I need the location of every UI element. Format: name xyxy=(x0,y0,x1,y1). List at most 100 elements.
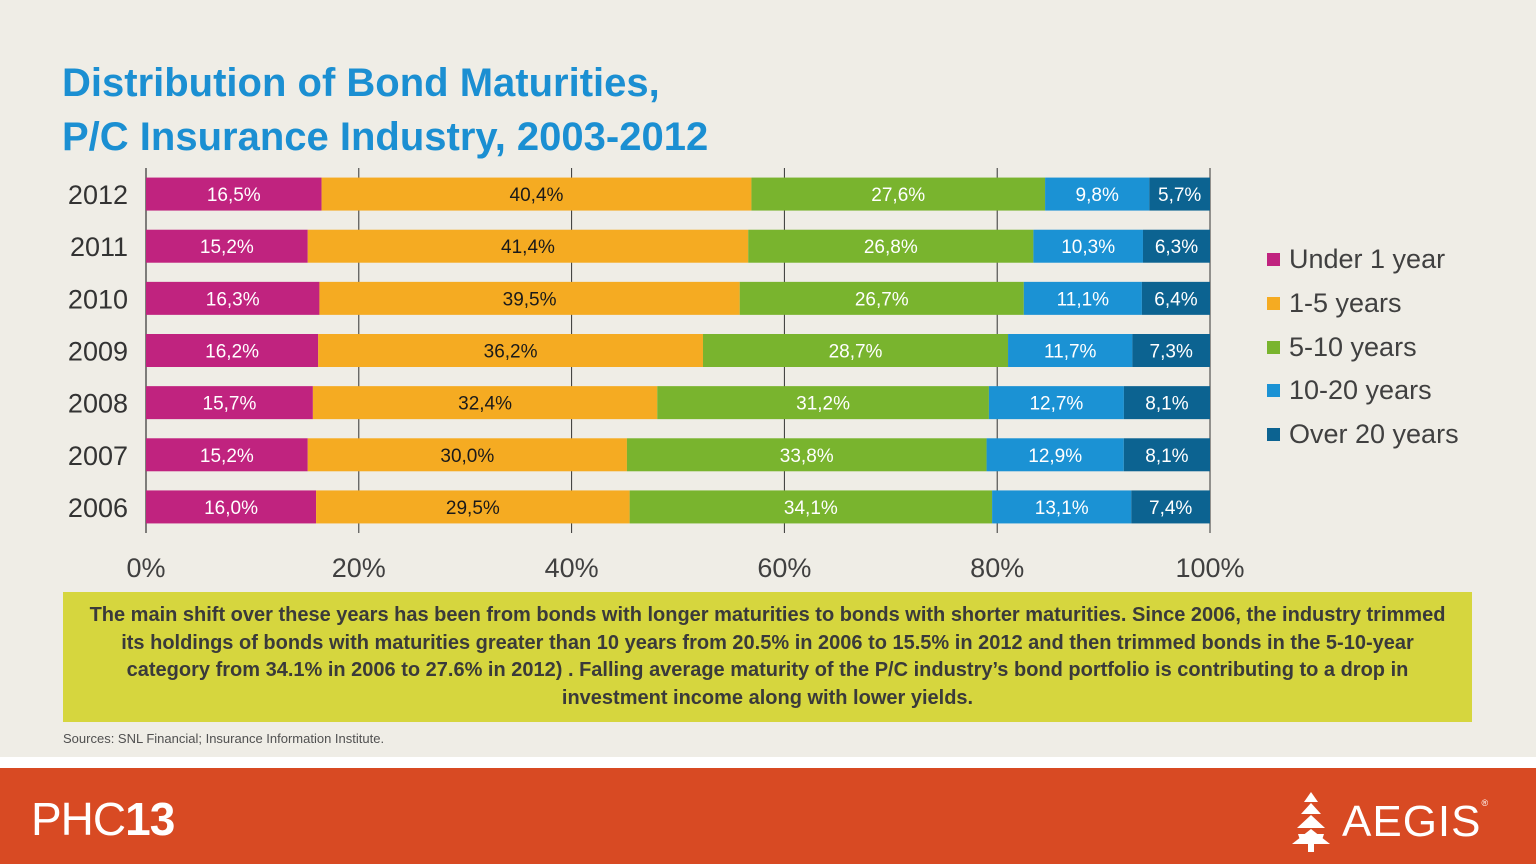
data-label: 8,1% xyxy=(1145,394,1188,415)
bar-segment xyxy=(318,334,703,367)
bar-segment xyxy=(751,177,1046,211)
bar-segment xyxy=(1123,438,1210,472)
title-line-1: Distribution of Bond Maturities, xyxy=(62,61,660,105)
bar-segment xyxy=(1131,490,1210,524)
data-label: 27,6% xyxy=(871,185,925,206)
bar-segment xyxy=(992,490,1132,524)
bar-segment xyxy=(146,229,308,263)
title-line-2: P/C Insurance Industry, 2003-2012 xyxy=(62,115,709,159)
x-tick-label: 40% xyxy=(545,553,599,583)
y-tick-label: 2012 xyxy=(68,180,128,210)
footer-bar xyxy=(0,768,1536,864)
bar-segment xyxy=(988,386,1124,420)
legend-label: Over 20 years xyxy=(1289,419,1459,450)
bar-segment xyxy=(146,281,320,315)
legend-label: Under 1 year xyxy=(1289,244,1446,275)
bar-segment xyxy=(629,490,993,524)
bar-segment xyxy=(146,177,322,211)
bar-segment xyxy=(1008,334,1133,367)
bar-segment xyxy=(986,438,1124,472)
data-label: 8,1% xyxy=(1145,446,1188,467)
legend-item: 10-20 years xyxy=(1267,369,1459,413)
data-label: 32,4% xyxy=(458,394,512,415)
y-tick-label: 2008 xyxy=(68,389,128,419)
aegis-tree-icon xyxy=(1292,792,1330,852)
legend-swatch xyxy=(1267,384,1280,398)
bar-segment xyxy=(1141,281,1210,315)
bar-segment xyxy=(146,438,308,472)
data-label: 26,7% xyxy=(855,289,909,310)
bar-segment xyxy=(307,438,627,472)
x-tick-label: 20% xyxy=(332,553,386,583)
y-tick-label: 2010 xyxy=(68,284,128,314)
bar-segment xyxy=(146,334,319,367)
y-tick-label: 2006 xyxy=(68,493,128,523)
data-label: 29,5% xyxy=(446,498,500,519)
bar-segment xyxy=(626,438,987,472)
legend-item: Under 1 year xyxy=(1267,238,1459,282)
bar-segment xyxy=(748,229,1034,263)
logo-text-light: PHC xyxy=(31,793,126,845)
phc13-logo: PHC13 xyxy=(31,792,175,846)
legend-label: 1-5 years xyxy=(1289,288,1402,319)
stacked-bar-chart: 0% 20% 40% 60% 80% 100% 2012 16,5% 40,4% 27,6% 9,8… xyxy=(68,168,1245,583)
chart-legend: Under 1 year 1-5 years 5-10 years 10-20 yea… xyxy=(1267,238,1459,456)
y-tick-label: 2007 xyxy=(68,441,128,471)
data-label: 16,0% xyxy=(204,498,258,519)
bar-segment xyxy=(1149,177,1210,211)
legend-swatch xyxy=(1267,253,1280,267)
data-label: 16,2% xyxy=(205,342,259,363)
bar-segment xyxy=(739,281,1024,315)
data-label: 12,9% xyxy=(1028,446,1082,467)
data-label: 16,3% xyxy=(206,289,260,310)
bar-segment xyxy=(316,490,630,524)
data-label: 7,3% xyxy=(1150,342,1193,363)
data-label: 5,7% xyxy=(1158,185,1201,206)
data-label: 28,7% xyxy=(829,342,883,363)
data-label: 41,4% xyxy=(501,237,555,258)
data-label: 33,8% xyxy=(780,446,834,467)
data-label: 11,7% xyxy=(1044,342,1097,363)
data-label: 12,7% xyxy=(1029,394,1083,415)
data-label: 26,8% xyxy=(864,237,918,258)
summary-note: The main shift over these years has been… xyxy=(63,592,1472,722)
legend-swatch xyxy=(1267,340,1280,354)
slide-title: Distribution of Bond Maturities, P/C Ins… xyxy=(62,56,708,164)
bar-segment xyxy=(312,386,658,420)
data-label: 31,2% xyxy=(796,394,850,415)
x-tick-label: 0% xyxy=(126,553,165,583)
bar-segment xyxy=(1033,229,1143,263)
bar-segment xyxy=(1123,386,1210,420)
aegis-wordmark: AEGIS xyxy=(1342,797,1482,846)
bar-segment xyxy=(657,386,989,420)
bar-segment xyxy=(1023,281,1142,315)
bar-segment xyxy=(146,490,317,524)
legend-swatch xyxy=(1267,428,1280,442)
data-label: 7,4% xyxy=(1149,498,1192,519)
data-label: 15,2% xyxy=(200,237,254,258)
data-label: 34,1% xyxy=(784,498,838,519)
legend-item: 5-10 years xyxy=(1267,325,1459,369)
data-label: 6,3% xyxy=(1155,237,1198,258)
registered-mark: ® xyxy=(1481,798,1489,808)
data-label: 40,4% xyxy=(510,185,564,206)
legend-swatch xyxy=(1267,297,1280,311)
logo-text-bold: 13 xyxy=(125,793,175,845)
legend-label: 5-10 years xyxy=(1289,331,1417,362)
data-label: 36,2% xyxy=(484,342,538,363)
y-tick-label: 2009 xyxy=(68,337,128,367)
data-label: 10,3% xyxy=(1061,237,1115,258)
y-tick-label: 2011 xyxy=(70,232,128,262)
data-label: 30,0% xyxy=(440,446,494,467)
data-label: 9,8% xyxy=(1076,185,1119,206)
data-label: 39,5% xyxy=(503,289,557,310)
bar-segment xyxy=(702,334,1009,367)
data-label: 15,7% xyxy=(203,394,257,415)
data-label: 11,1% xyxy=(1057,289,1110,310)
bar-segment xyxy=(1132,334,1210,367)
x-tick-label: 60% xyxy=(757,553,811,583)
legend-item: Over 20 years xyxy=(1267,413,1459,457)
data-label: 6,4% xyxy=(1154,289,1197,310)
bar-segment xyxy=(1142,229,1210,263)
legend-item: 1-5 years xyxy=(1267,282,1459,326)
